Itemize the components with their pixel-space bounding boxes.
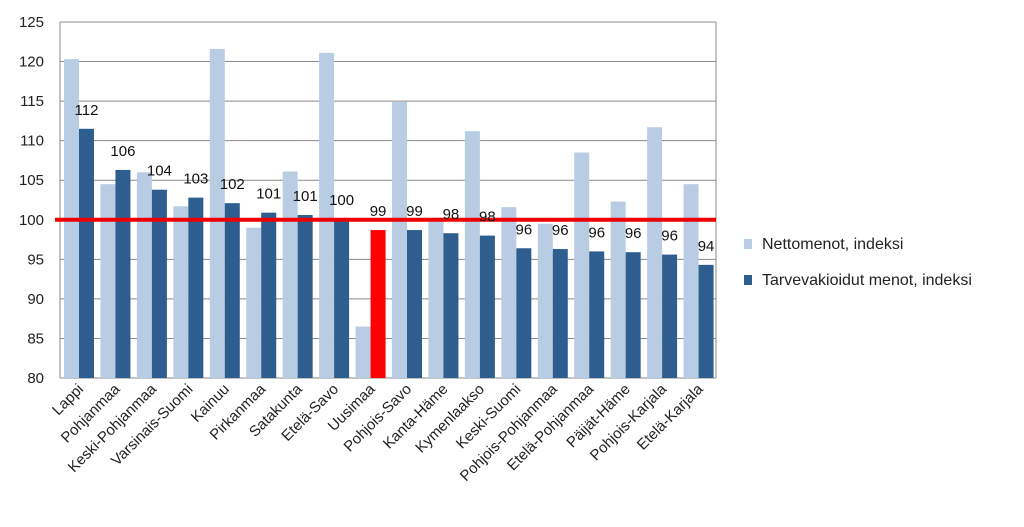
bar-tarvevakioidut-highlight <box>370 230 386 378</box>
bar-tarvevakioidut <box>151 189 167 378</box>
bar-tarvevakioidut <box>479 235 495 378</box>
bar-tarvevakioidut <box>115 169 131 378</box>
data-label: 101 <box>293 188 318 205</box>
legend-swatch <box>744 275 752 285</box>
data-label: 101 <box>256 186 281 203</box>
data-label: 102 <box>220 176 245 193</box>
data-label: 103 <box>183 171 208 188</box>
data-labels: 112 106 104 103 102 101 101 100 99 99 98 98 96 96 96 96… <box>75 102 715 255</box>
bar-nettomenot <box>355 326 371 378</box>
bar-nettomenot <box>647 127 663 379</box>
y-tick-label: 125 <box>19 14 44 31</box>
bar-tarvevakioidut <box>297 215 313 378</box>
bar-tarvevakioidut <box>589 251 605 378</box>
bar-nettomenot <box>464 131 480 378</box>
bar-nettomenot <box>537 223 553 378</box>
bars <box>64 48 714 379</box>
y-tick-label: 120 <box>19 54 44 71</box>
bar-tarvevakioidut <box>224 203 240 378</box>
gridlines <box>59 21 717 379</box>
y-tick-label: 100 <box>19 212 44 229</box>
data-label: 99 <box>370 203 387 220</box>
bar-nettomenot <box>319 52 335 378</box>
bar-nettomenot <box>428 221 444 378</box>
bar-nettomenot <box>392 101 407 378</box>
bar-tarvevakioidut <box>188 197 204 378</box>
y-tick-label: 90 <box>27 291 44 308</box>
bar-nettomenot <box>209 48 225 379</box>
y-tick-label: 115 <box>20 93 44 110</box>
data-label: 96 <box>588 224 605 241</box>
bar-tarvevakioidut <box>662 254 678 378</box>
y-tick-label: 85 <box>27 330 44 347</box>
bar-tarvevakioidut <box>698 264 714 378</box>
data-label: 106 <box>110 143 135 160</box>
bar-tarvevakioidut <box>443 233 459 378</box>
data-label: 100 <box>329 192 354 209</box>
bar-tarvevakioidut <box>625 252 641 378</box>
bar-nettomenot <box>683 184 699 378</box>
legend-label: Nettomenot, indeksi <box>762 236 903 253</box>
data-label: 104 <box>147 163 172 180</box>
bar-tarvevakioidut <box>516 248 532 378</box>
bar-nettomenot <box>282 171 298 378</box>
y-axis: 80 85 90 95 100 105 110 115 120 125 <box>19 14 44 387</box>
y-tick-label: 110 <box>20 133 44 150</box>
legend-label: Tarvevakioidut menot, indeksi <box>762 272 972 289</box>
data-label: 96 <box>515 221 532 238</box>
bar-nettomenot <box>574 152 590 378</box>
legend-swatch <box>744 239 752 249</box>
data-label: 96 <box>552 222 569 239</box>
bar-nettomenot <box>610 201 626 378</box>
bar-nettomenot <box>100 184 116 378</box>
bar-tarvevakioidut <box>552 249 568 378</box>
data-label: 98 <box>479 209 496 226</box>
data-label: 96 <box>625 225 642 242</box>
bar-nettomenot <box>501 207 517 378</box>
bar-nettomenot <box>136 172 152 378</box>
bar-tarvevakioidut <box>261 212 277 378</box>
data-label: 112 <box>75 102 99 119</box>
data-label: 98 <box>443 206 460 223</box>
bar-tarvevakioidut <box>407 230 422 378</box>
y-tick-label: 80 <box>27 370 44 387</box>
data-label: 94 <box>698 238 715 255</box>
bar-nettomenot <box>173 206 189 378</box>
bar-nettomenot <box>246 227 262 378</box>
bar-tarvevakioidut <box>334 218 350 378</box>
data-label: 99 <box>406 203 423 220</box>
data-label: 96 <box>661 228 678 245</box>
y-tick-label: 105 <box>19 172 44 189</box>
bar-tarvevakioidut <box>79 128 94 378</box>
y-tick-label: 95 <box>27 251 44 268</box>
legend: Nettomenot, indeksi Tarvevakioidut menot,… <box>744 236 972 289</box>
